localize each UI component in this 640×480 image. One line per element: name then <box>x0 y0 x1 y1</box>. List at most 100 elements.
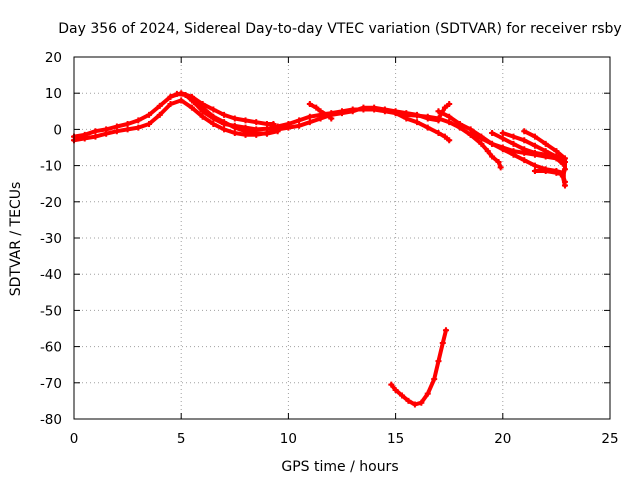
data-point <box>478 140 485 147</box>
data-point <box>360 104 367 111</box>
data-point <box>392 110 399 117</box>
data-point <box>446 101 453 108</box>
data-point <box>521 157 528 164</box>
data-point <box>495 158 502 165</box>
data-point <box>339 110 345 117</box>
data-point <box>561 155 568 162</box>
series-track-15 <box>388 327 449 408</box>
series-track-14 <box>531 168 568 185</box>
data-point <box>489 153 496 160</box>
data-point <box>403 115 410 122</box>
data-point <box>510 133 517 140</box>
data-point <box>81 135 88 142</box>
data-point <box>210 113 217 120</box>
data-point <box>253 119 260 126</box>
data-point <box>167 93 174 100</box>
data-point <box>424 390 431 397</box>
data-point <box>231 124 238 131</box>
data-point <box>388 381 395 388</box>
y-tick-label: -30 <box>40 231 62 247</box>
data-point <box>542 168 549 175</box>
data-point <box>210 120 217 127</box>
grid <box>74 57 610 419</box>
y-axis-label: SDTVAR / TECUs <box>8 182 24 297</box>
chart-title: Day 356 of 2024, Sidereal Day-to-day VTE… <box>58 21 621 37</box>
data-point <box>542 148 549 155</box>
data-point <box>484 148 491 155</box>
data-point <box>499 135 506 142</box>
data-point <box>521 137 528 144</box>
data-point <box>456 124 463 131</box>
y-tick-label: 10 <box>45 86 62 102</box>
data-point <box>135 124 142 131</box>
data-point <box>381 106 388 113</box>
y-tick-label: -50 <box>40 303 62 319</box>
y-tick-label: 0 <box>53 122 62 138</box>
data-point <box>306 113 313 120</box>
data-point <box>124 120 131 127</box>
y-tick-label: -80 <box>40 412 62 428</box>
data-point <box>113 128 120 135</box>
data-point <box>221 126 228 133</box>
y-tick-label: 20 <box>45 50 62 66</box>
data-point <box>561 178 568 185</box>
data-point <box>435 130 442 137</box>
data-point <box>317 108 324 115</box>
data-point <box>446 113 453 120</box>
data-point <box>156 102 163 109</box>
data-point <box>349 108 356 115</box>
data-point <box>156 111 163 118</box>
data-point <box>306 119 313 126</box>
data-point <box>435 108 442 115</box>
data-point <box>531 162 538 169</box>
data-point <box>221 111 228 118</box>
data-point <box>553 148 560 155</box>
data-point <box>188 97 195 104</box>
data-point <box>263 130 270 137</box>
x-tick-label: 20 <box>494 431 511 447</box>
data-point <box>124 126 131 133</box>
data-point <box>414 111 421 118</box>
data-point <box>561 166 568 173</box>
x-axis-label: GPS time / hours <box>281 459 398 475</box>
data-point <box>441 104 448 111</box>
data-point <box>489 140 496 147</box>
data-point <box>135 117 142 124</box>
tick-labels: 0 5 10 15 20 25 20 10 0 -10 -20 -30 -40 -50 -60 -70 -80 <box>40 50 619 447</box>
data-point <box>371 104 378 111</box>
data-point <box>441 133 448 140</box>
data-point <box>405 397 412 404</box>
data-point <box>424 115 431 122</box>
data-point <box>146 111 153 118</box>
data-point <box>103 130 110 137</box>
data-point <box>531 149 538 156</box>
x-tick-label: 0 <box>70 431 79 447</box>
data-point <box>199 113 206 120</box>
x-tick-label: 5 <box>177 431 186 447</box>
data-point <box>323 111 330 118</box>
data-point <box>521 128 528 135</box>
data-point <box>431 376 438 383</box>
data-point <box>92 133 99 140</box>
data-point <box>92 128 99 135</box>
y-tick-label: -10 <box>40 159 62 175</box>
data-point <box>510 140 517 147</box>
data-point <box>328 115 335 122</box>
data-point <box>392 387 399 394</box>
data-point <box>559 171 566 178</box>
x-tick-label: 15 <box>387 431 404 447</box>
y-tick-label: -60 <box>40 340 62 356</box>
data-point <box>414 119 421 126</box>
data-point <box>167 101 174 108</box>
series-track-4 <box>188 97 281 137</box>
y-tick-label: -70 <box>40 376 62 392</box>
data-point <box>242 117 249 124</box>
data-point <box>263 120 270 127</box>
data-point <box>478 135 485 142</box>
data-point <box>221 119 228 126</box>
data-point <box>553 169 560 176</box>
data-point <box>499 144 506 151</box>
y-tick-label: -20 <box>40 195 62 211</box>
data-point <box>542 140 549 147</box>
